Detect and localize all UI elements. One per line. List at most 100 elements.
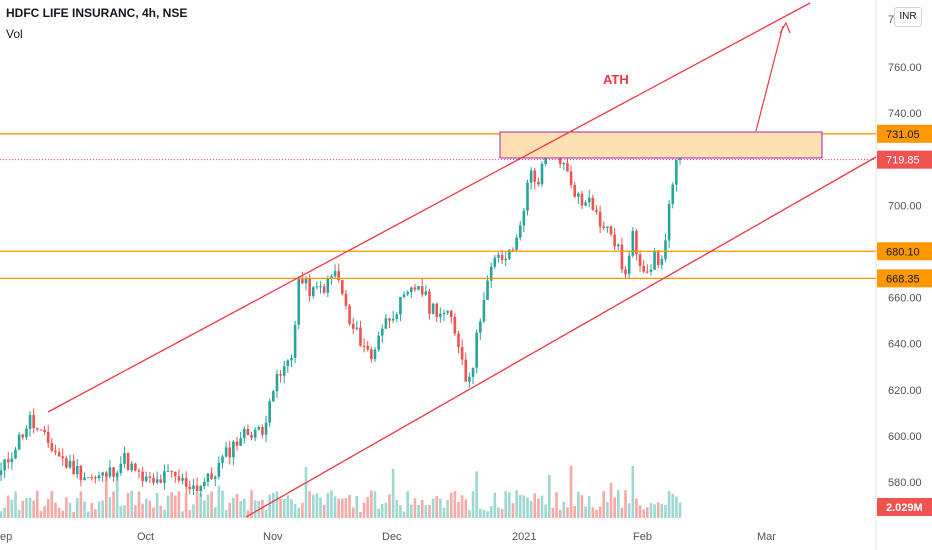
volume-bar — [123, 505, 126, 518]
channel-lower-line[interactable] — [245, 156, 877, 518]
candle-body — [250, 435, 253, 438]
target-arrow-head — [779, 21, 791, 34]
candle-body — [664, 240, 667, 260]
candle-body — [123, 453, 126, 464]
candle-body — [322, 286, 326, 293]
volume-bar — [551, 508, 555, 518]
price-label-volume: 2.029M — [886, 502, 923, 514]
volume-bar — [573, 506, 577, 518]
volume-bar — [631, 466, 635, 518]
volume-bar — [130, 490, 134, 518]
time-tick-label: Dec — [382, 531, 402, 543]
candle-body — [130, 463, 134, 471]
volume-bar — [282, 499, 286, 518]
volume-bar — [446, 499, 449, 518]
volume-bar — [518, 494, 522, 518]
candle-body — [68, 460, 72, 468]
volume-bar — [478, 508, 482, 518]
volume-bar — [3, 507, 6, 518]
candle-body — [50, 443, 54, 451]
candle-body — [119, 463, 123, 473]
target-arrow[interactable] — [755, 25, 784, 132]
volume-bar — [144, 498, 148, 518]
volume-bar — [0, 511, 3, 518]
candle-body — [515, 237, 518, 250]
volume-bar — [242, 498, 246, 518]
candle-body — [671, 184, 675, 205]
candle-body — [620, 244, 624, 270]
candle-body — [326, 278, 330, 293]
candle-body — [399, 296, 402, 315]
volume-bar — [21, 500, 25, 518]
symbol-title[interactable]: HDFC LIFE INSURANC, 4h, NSE — [6, 6, 188, 20]
volume-bar — [213, 507, 217, 518]
candle-body — [275, 374, 279, 392]
candle-body — [210, 473, 213, 479]
volume-bar — [417, 505, 420, 518]
volume-bar — [620, 507, 624, 518]
volume-bar — [562, 501, 566, 518]
volume-bar — [268, 494, 271, 518]
volume-bar — [587, 496, 591, 518]
candle-body — [482, 299, 486, 322]
candle-body — [282, 366, 286, 376]
candle-body — [159, 479, 163, 483]
volume-bar — [500, 509, 504, 518]
candle-body — [656, 250, 660, 266]
time-axis[interactable]: ep Oct Nov Dec 2021 Feb Mar — [0, 531, 776, 543]
candle-body — [221, 456, 224, 463]
candle-body — [435, 303, 439, 318]
volume-bar — [362, 502, 366, 518]
volume-bar — [413, 498, 417, 518]
volume-bar — [380, 503, 384, 518]
volume-bar — [482, 509, 486, 518]
candle-body — [493, 257, 497, 267]
volume-bar — [646, 507, 649, 518]
candle-body — [173, 471, 177, 477]
candle-body — [431, 303, 435, 314]
volume-bar — [50, 490, 54, 518]
candle-body — [239, 438, 242, 446]
price-label-bg — [877, 498, 932, 516]
volume-bar — [591, 507, 595, 518]
volume-bar — [457, 502, 460, 518]
volume-bar — [431, 498, 435, 518]
candle-body — [406, 292, 409, 295]
resistance-zone[interactable] — [499, 131, 823, 159]
candle-body — [83, 477, 86, 481]
candle-body — [609, 226, 613, 235]
volume-bar — [337, 498, 340, 518]
volume-bar — [308, 491, 311, 518]
candle-body — [90, 477, 94, 479]
volume-bar — [119, 505, 123, 518]
candle-body — [115, 472, 119, 477]
price-label-last: 719.85 — [886, 155, 920, 167]
volume-bar — [304, 467, 308, 518]
volume-bar — [439, 498, 442, 518]
volume-bar — [272, 492, 275, 518]
volume-indicator-label[interactable]: Vol — [6, 27, 23, 41]
candle-body — [355, 327, 359, 329]
volume-bar — [635, 498, 638, 518]
time-tick-label: Nov — [263, 531, 283, 543]
volume-bar — [384, 502, 388, 518]
candle-body — [424, 291, 428, 295]
volume-bar — [359, 511, 362, 518]
candle-body — [170, 470, 173, 472]
candle-body — [537, 181, 540, 185]
candle-body — [366, 345, 370, 350]
volume-bar — [511, 503, 515, 518]
candle-body — [667, 204, 671, 241]
candlesticks — [0, 137, 682, 497]
currency-button[interactable]: INR — [894, 7, 922, 27]
candle-body — [391, 318, 395, 321]
time-tick-label: Mar — [757, 531, 776, 543]
candle-body — [54, 450, 57, 453]
price-label-bg — [877, 269, 932, 288]
volume-bar — [203, 500, 206, 518]
volume-bar — [235, 493, 239, 518]
candle-body — [442, 312, 446, 314]
channel-upper-line[interactable] — [47, 2, 811, 413]
candle-body — [660, 259, 664, 266]
